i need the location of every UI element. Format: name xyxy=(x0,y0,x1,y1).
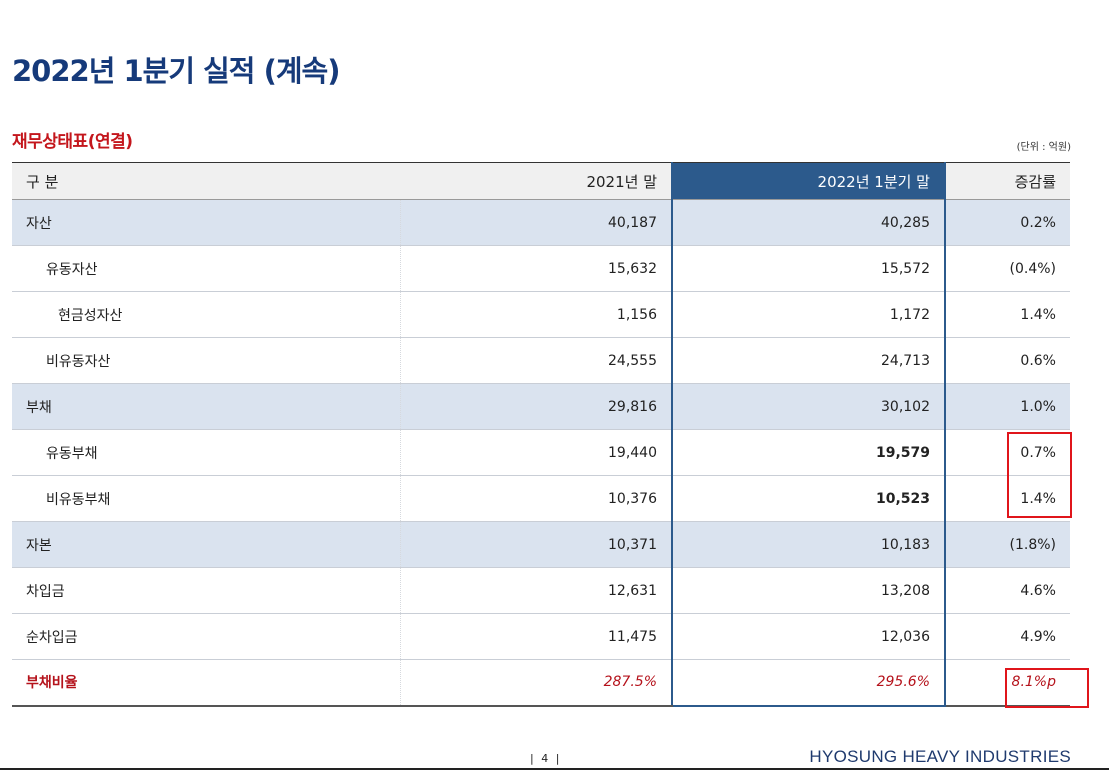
row-label: 비유동부채 xyxy=(12,475,401,522)
table-row-assets: 자산 40,187 40,285 0.2% xyxy=(12,199,1070,246)
cell-change-rate: (1.8%) xyxy=(945,521,1070,568)
row-label: 유동부채 xyxy=(12,429,401,476)
header-category: 구 분 xyxy=(12,162,400,200)
row-label: 차입금 xyxy=(12,567,401,614)
cell-2022-q1-end: 30,102 xyxy=(671,383,946,430)
table-row-net-borrowings: 순차입금 11,475 12,036 4.9% xyxy=(12,613,1070,660)
table-row-equity: 자본 10,371 10,183 (1.8%) xyxy=(12,521,1070,568)
cell-2022-q1-end: 295.6% xyxy=(671,659,946,707)
annotation-box-debt-ratio-change xyxy=(1005,668,1089,708)
cell-2021-end: 19,440 xyxy=(400,429,672,476)
cell-change-rate: 1.4% xyxy=(945,291,1070,338)
table-header-row: 구 분 2021년 말 2022년 1분기 말 증감률 xyxy=(12,162,1070,200)
cell-2022-q1-end: 13,208 xyxy=(671,567,946,614)
cell-2022-q1-end: 19,579 xyxy=(671,429,946,476)
table-row-current-assets: 유동자산 15,632 15,572 (0.4%) xyxy=(12,245,1070,292)
row-label: 자본 xyxy=(12,521,401,568)
cell-change-rate: 0.6% xyxy=(945,337,1070,384)
cell-change-rate: 8.1%p xyxy=(945,659,1070,707)
company-logo-text: HYOSUNG HEAVY INDUSTRIES xyxy=(809,747,1071,766)
cell-2021-end: 40,187 xyxy=(400,199,672,246)
table-row-borrowings: 차입금 12,631 13,208 4.6% xyxy=(12,567,1070,614)
cell-change-rate: 1.0% xyxy=(945,383,1070,430)
cell-2022-q1-end: 15,572 xyxy=(671,245,946,292)
row-label: 부채비율 xyxy=(12,659,401,707)
balance-sheet-table: 구 분 2021년 말 2022년 1분기 말 증감률 자산 40,187 40… xyxy=(12,162,1070,707)
cell-2022-q1-end: 10,183 xyxy=(671,521,946,568)
table-row-debt-ratio: 부채비율 287.5% 295.6% 8.1%p xyxy=(12,659,1070,707)
row-label: 자산 xyxy=(12,199,401,246)
cell-change-rate: 4.6% xyxy=(945,567,1070,614)
cell-2022-q1-end: 10,523 xyxy=(671,475,946,522)
cell-2021-end: 10,371 xyxy=(400,521,672,568)
header-change-rate: 증감률 xyxy=(945,162,1070,200)
unit-label: (단위 : 억원) xyxy=(1016,142,1071,153)
cell-2022-q1-end: 12,036 xyxy=(671,613,946,660)
cell-change-rate: 4.9% xyxy=(945,613,1070,660)
footer-divider xyxy=(0,768,1109,770)
header-2021-end: 2021년 말 xyxy=(400,162,672,200)
page-title: 2022년 1분기 실적 (계속) xyxy=(12,54,340,88)
cell-2021-end: 12,631 xyxy=(400,567,672,614)
annotation-box-liabilities-change xyxy=(1007,432,1072,518)
cell-change-rate: 0.2% xyxy=(945,199,1070,246)
row-label: 비유동자산 xyxy=(12,337,401,384)
cell-2022-q1-end: 1,172 xyxy=(671,291,946,338)
table-row-noncurrent-liabilities: 비유동부채 10,376 10,523 1.4% xyxy=(12,475,1070,522)
cell-2021-end: 1,156 xyxy=(400,291,672,338)
section-title: 재무상태표(연결) xyxy=(12,132,133,152)
table-row-liabilities: 부채 29,816 30,102 1.0% xyxy=(12,383,1070,430)
cell-2022-q1-end: 40,285 xyxy=(671,199,946,246)
page-number: | 4 | xyxy=(530,752,562,765)
cell-2021-end: 10,376 xyxy=(400,475,672,522)
cell-2021-end: 15,632 xyxy=(400,245,672,292)
table-row-current-liabilities: 유동부채 19,440 19,579 0.7% xyxy=(12,429,1070,476)
cell-2021-end: 24,555 xyxy=(400,337,672,384)
cell-2021-end: 29,816 xyxy=(400,383,672,430)
header-2022-q1-end: 2022년 1분기 말 xyxy=(671,162,946,200)
cell-2021-end: 287.5% xyxy=(400,659,672,707)
row-label: 유동자산 xyxy=(12,245,401,292)
cell-2021-end: 11,475 xyxy=(400,613,672,660)
cell-change-rate: (0.4%) xyxy=(945,245,1070,292)
cell-2022-q1-end: 24,713 xyxy=(671,337,946,384)
table-row-cash-equivalents: 현금성자산 1,156 1,172 1.4% xyxy=(12,291,1070,338)
row-label: 부채 xyxy=(12,383,401,430)
row-label: 현금성자산 xyxy=(12,291,401,338)
row-label: 순차입금 xyxy=(12,613,401,660)
table-row-noncurrent-assets: 비유동자산 24,555 24,713 0.6% xyxy=(12,337,1070,384)
